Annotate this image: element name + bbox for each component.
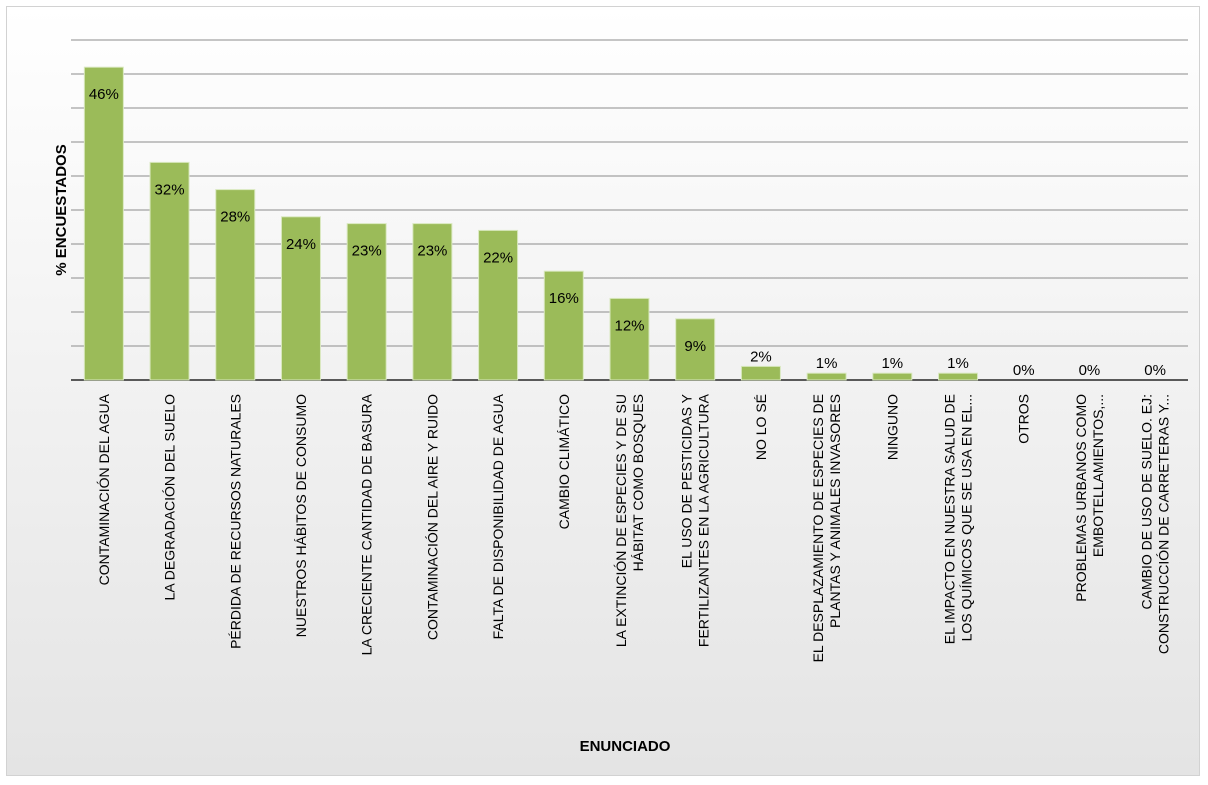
bar [938, 372, 979, 381]
category-label: CONTAMINACIÓN DEL AGUA [96, 393, 112, 585]
category-label: PÉRDIDA DE RECURSOS NATURALES [227, 394, 243, 649]
bar [412, 223, 453, 381]
category-label: LA CRECIENTE CANTIDAD DE BASURA [359, 393, 375, 655]
data-label: 9% [684, 338, 706, 355]
bar [280, 216, 321, 381]
category-label-line: CONTAMINACIÓN DEL AGUA [96, 393, 112, 585]
bar [543, 270, 584, 381]
category-label-line: EL DESPLAZAMIENTO DE ESPECIES DE [810, 394, 826, 662]
category-label-line: LA DEGRADACIÓN DEL SUELO [162, 394, 178, 601]
data-label: 22% [483, 249, 513, 266]
category-label-line: PLANTAS Y ANIMALES INVASORES [827, 394, 843, 628]
category-label: CAMBIO CLIMÁTICO [556, 394, 572, 529]
category-label: EL DESPLAZAMIENTO DE ESPECIES DE PLANTAS … [810, 394, 843, 662]
category-labels: CONTAMINACIÓN DEL AGUA LA DEGRADACIÓN DEL… [96, 393, 1172, 662]
category-label: PROBLEMAS URBANOS COMO EMBOTELLAMIENTOS,.… [1073, 394, 1106, 602]
category-label: LA DEGRADACIÓN DEL SUELO [162, 394, 178, 601]
data-label: 46% [89, 86, 119, 103]
category-label-line: EMBOTELLAMIENTOS,... [1090, 394, 1106, 557]
category-label: LA EXTINCIÓN DE ESPECIES Y DE SU HÁBITAT … [613, 394, 646, 647]
y-axis-title: % ENCUESTADOS [53, 144, 70, 275]
gridlines [71, 39, 1188, 381]
bar [740, 365, 781, 381]
data-label: 1% [947, 355, 969, 372]
data-label: 24% [286, 236, 316, 253]
data-label: 2% [750, 348, 772, 365]
category-label-line: FERTILIZANTES EN LA AGRICULTURA [696, 393, 712, 647]
data-label: 0% [1144, 362, 1166, 379]
bar [609, 297, 650, 381]
category-label-line: OTROS [1016, 394, 1032, 444]
category-label-line: NINGUNO [884, 394, 900, 460]
bar [806, 372, 847, 381]
category-label: FALTA DE DISPONIBILIDAD DE AGUA [490, 393, 506, 639]
category-label: NO LO SÉ [753, 394, 769, 460]
category-label-line: CAMBIO CLIMÁTICO [556, 394, 572, 529]
bar [478, 229, 519, 381]
data-label: 16% [549, 290, 579, 307]
category-label-line: NO LO SÉ [753, 394, 769, 460]
data-label: 23% [417, 243, 447, 260]
data-label: 0% [1079, 362, 1101, 379]
category-label-line: EL USO DE PESTICIDAS Y [679, 393, 695, 568]
category-label-line: HÁBITAT COMO BOSQUES [630, 394, 646, 571]
category-label-line: NUESTROS HÁBITOS DE CONSUMO [293, 394, 309, 637]
category-label-line: CONSTRUCCIÓN DE CARRETERAS Y... [1156, 394, 1172, 654]
bar [149, 161, 190, 381]
category-label-line: PROBLEMAS URBANOS COMO [1073, 394, 1089, 602]
category-label: EL USO DE PESTICIDAS Y FERTILIZANTES EN L… [679, 393, 712, 647]
data-label: 12% [614, 317, 644, 334]
bar [346, 223, 387, 381]
category-label: NUESTROS HÁBITOS DE CONSUMO [293, 394, 309, 637]
category-label: NINGUNO [884, 394, 900, 460]
data-label: 28% [220, 209, 250, 226]
data-label: 23% [352, 243, 382, 260]
category-label-line: LOS QUÍMICOS QUE SE USA EN EL... [959, 394, 975, 641]
data-label: 1% [816, 355, 838, 372]
chart-frame [6, 6, 1200, 776]
category-label-line: EL IMPACTO EN NUESTRA SALUD DE [942, 394, 958, 644]
category-label: CONTAMINACIÓN DEL AIRE Y RUIDO [424, 394, 440, 640]
bar [675, 318, 716, 381]
category-label-line: LA CRECIENTE CANTIDAD DE BASURA [359, 393, 375, 655]
bar [215, 189, 256, 381]
category-label-line: CONTAMINACIÓN DEL AIRE Y RUIDO [424, 394, 440, 640]
category-label: OTROS [1016, 394, 1032, 444]
x-axis-title: ENUNCIADO [580, 738, 671, 755]
data-label: 1% [881, 355, 903, 372]
category-label-line: FALTA DE DISPONIBILIDAD DE AGUA [490, 393, 506, 639]
category-label-line: CAMBIO DE USO DE SUELO. EJ: [1139, 394, 1155, 610]
category-label-line: LA EXTINCIÓN DE ESPECIES Y DE SU [613, 394, 629, 647]
category-label: CAMBIO DE USO DE SUELO. EJ: CONSTRUCCIÓN … [1139, 394, 1172, 654]
bar [872, 372, 913, 381]
data-label: 32% [155, 181, 185, 198]
bar [83, 66, 124, 381]
data-labels: 46% 32% 28% 24% 23% 23% 22% 16% 12% 9% 2% 1% 1% 1% 0% 0… [89, 86, 1166, 379]
category-label-line: PÉRDIDA DE RECURSOS NATURALES [227, 394, 243, 649]
category-label: EL IMPACTO EN NUESTRA SALUD DE LOS QUÍMIC… [942, 394, 975, 644]
bars [83, 66, 979, 381]
data-label: 0% [1013, 362, 1035, 379]
